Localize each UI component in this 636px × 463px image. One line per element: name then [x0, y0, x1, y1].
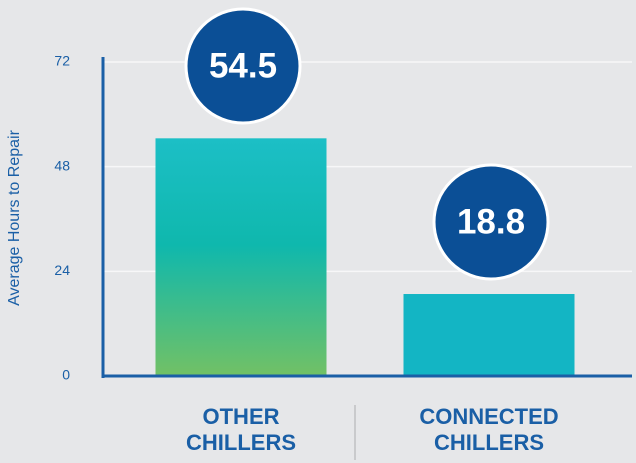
y-tick-label: 0: [62, 367, 70, 383]
label-line: OTHER: [203, 404, 280, 429]
y-axis-label: Average Hours to Repair: [6, 129, 23, 305]
value-label: 18.8: [457, 202, 525, 241]
bar: [403, 294, 575, 376]
y-tick-label: 48: [54, 157, 70, 173]
label-line: CHILLERS: [434, 430, 544, 455]
y-tick-label: 72: [54, 53, 70, 69]
value-bubble: [432, 163, 550, 281]
bar: [155, 138, 327, 376]
value-bubble: [184, 7, 302, 125]
y-tick-label: 24: [54, 262, 70, 278]
value-label: 54.5: [209, 46, 277, 85]
label-line: CHILLERS: [186, 430, 296, 455]
x-tick-label: CONNECTED CHILLERS: [419, 404, 558, 455]
label-line: CONNECTED: [419, 404, 558, 429]
x-tick-label: OTHER CHILLERS: [186, 404, 296, 455]
